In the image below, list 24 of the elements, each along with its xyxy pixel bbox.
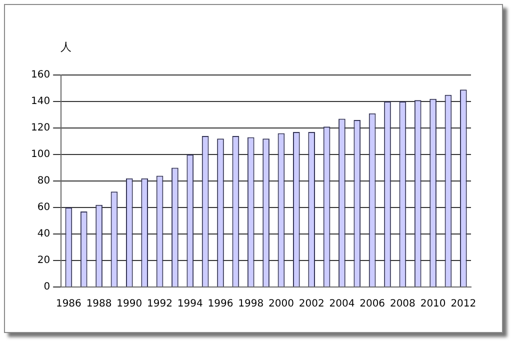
x-tick-label: 1986 [56, 298, 82, 310]
x-tick-label: 1990 [116, 298, 142, 310]
y-tick-label: 100 [30, 149, 50, 160]
x-tick-label: 2004 [329, 298, 355, 310]
y-tick-label: 20 [37, 255, 50, 266]
y-axis-title: 人 [60, 40, 72, 54]
y-tick-label: 60 [37, 202, 50, 214]
x-tick-label: 1996 [208, 298, 234, 310]
y-tick-label: 160 [30, 70, 50, 81]
x-tick-label: 1992 [147, 298, 172, 310]
y-tick-label: 40 [37, 228, 50, 240]
y-tick-label: 0 [44, 282, 50, 293]
y-tick-label: 140 [30, 96, 50, 108]
y-tick-label: 80 [37, 176, 50, 187]
x-tick-label: 2012 [450, 298, 476, 310]
x-tick-label: 2002 [298, 298, 324, 310]
x-tick-label: 2010 [420, 298, 446, 310]
x-tick-label: 1988 [86, 298, 112, 310]
x-tick-label: 2008 [390, 298, 416, 310]
x-tick-label: 2006 [360, 298, 386, 310]
y-tick-label: 120 [30, 122, 50, 134]
x-tick-label: 1998 [238, 298, 264, 310]
x-tick-label: 2000 [268, 298, 294, 310]
x-tick-label: 1994 [177, 298, 203, 310]
